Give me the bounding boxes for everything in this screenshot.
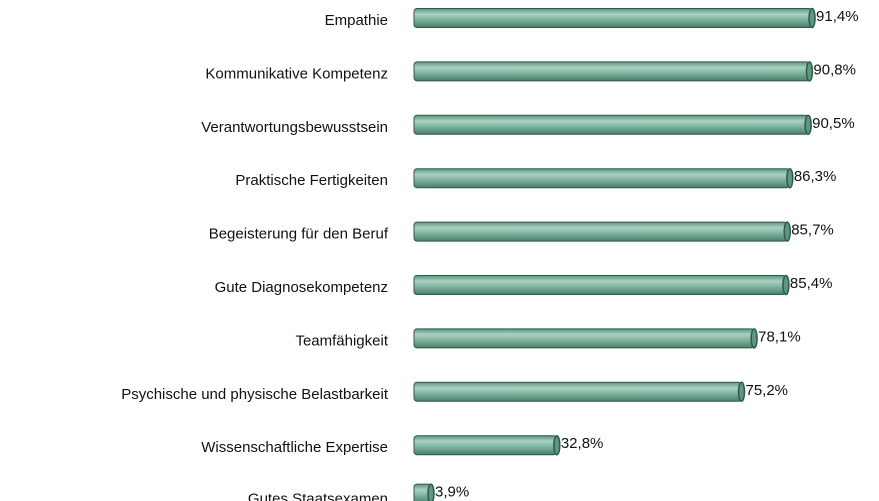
bar bbox=[413, 275, 787, 295]
bar bbox=[413, 168, 791, 189]
bar bbox=[413, 328, 755, 349]
value-label: 85,4% bbox=[790, 275, 833, 292]
bar bbox=[413, 61, 810, 82]
category-label: Psychische und physische Belastbarkeit bbox=[121, 386, 389, 403]
value-label: 3,9% bbox=[435, 484, 469, 501]
bar-end bbox=[783, 221, 791, 242]
bar-end bbox=[804, 114, 812, 136]
value-label: 78,1% bbox=[758, 328, 801, 345]
bar-end bbox=[427, 483, 435, 501]
bar-end bbox=[782, 274, 790, 296]
value-label: 85,7% bbox=[791, 222, 834, 239]
category-label: Empathie bbox=[325, 12, 388, 29]
category-label: Gutes Staatsexamen bbox=[248, 491, 388, 501]
bar bbox=[413, 381, 742, 402]
category-label: Teamfähigkeit bbox=[295, 332, 388, 349]
category-label: Verantwortungsbewusstsein bbox=[201, 119, 388, 136]
bar-end bbox=[737, 381, 746, 403]
bar bbox=[413, 221, 788, 242]
bar-end bbox=[808, 7, 816, 29]
value-label: 91,4% bbox=[816, 8, 859, 25]
category-label: Begeisterung für den Beruf bbox=[209, 226, 389, 243]
bar-end bbox=[786, 167, 794, 189]
bar bbox=[413, 435, 558, 456]
value-label: 86,3% bbox=[794, 168, 837, 185]
bar-end bbox=[805, 61, 814, 82]
value-label: 90,8% bbox=[813, 61, 856, 78]
category-label: Gute Diagnosekompetenz bbox=[215, 279, 388, 296]
value-label: 32,8% bbox=[561, 435, 604, 452]
bar-end bbox=[553, 434, 561, 456]
category-label: Wissenschaftliche Expertise bbox=[201, 439, 388, 456]
bar bbox=[413, 8, 813, 28]
bar bbox=[413, 114, 809, 135]
category-label: Kommunikative Kompetenz bbox=[205, 65, 388, 82]
bar-end bbox=[750, 328, 758, 349]
value-label: 75,2% bbox=[745, 382, 788, 399]
category-label: Praktische Fertigkeiten bbox=[235, 172, 388, 189]
value-label: 90,5% bbox=[812, 115, 855, 132]
